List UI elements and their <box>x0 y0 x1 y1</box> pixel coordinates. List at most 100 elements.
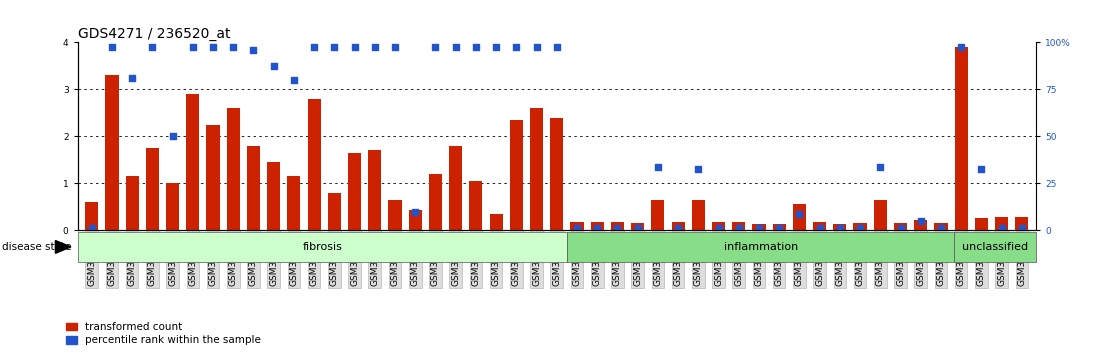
Point <box>225 44 243 50</box>
Bar <box>591 222 604 230</box>
Point <box>709 225 727 230</box>
Point <box>669 225 687 230</box>
Point <box>750 225 768 230</box>
Bar <box>470 181 482 230</box>
Bar <box>186 94 199 230</box>
Bar <box>308 99 320 230</box>
Bar <box>85 202 99 230</box>
Text: inflammation: inflammation <box>724 242 798 252</box>
Bar <box>955 47 967 230</box>
Bar <box>975 218 988 230</box>
Text: GDS4271 / 236520_at: GDS4271 / 236520_at <box>78 28 230 41</box>
Point <box>608 225 626 230</box>
Bar <box>874 200 886 230</box>
Point <box>527 44 545 50</box>
Point <box>103 44 121 50</box>
Point <box>547 44 565 50</box>
Bar <box>551 118 563 230</box>
Bar <box>247 146 260 230</box>
Bar <box>530 108 543 230</box>
Point <box>628 225 646 230</box>
Text: unclassified: unclassified <box>962 242 1028 252</box>
Bar <box>490 214 503 230</box>
Bar <box>813 222 827 230</box>
Bar <box>166 183 179 230</box>
Point <box>811 225 829 230</box>
Bar <box>571 222 584 230</box>
Bar <box>995 217 1008 230</box>
Bar <box>287 176 300 230</box>
Point <box>912 218 930 224</box>
Bar <box>793 204 806 230</box>
Point <box>932 225 950 230</box>
Bar <box>853 223 866 230</box>
Bar <box>389 200 401 230</box>
Point <box>689 166 707 172</box>
Bar <box>632 223 644 230</box>
Bar <box>368 150 381 230</box>
Polygon shape <box>55 241 71 253</box>
Point <box>770 225 788 230</box>
Bar <box>772 224 786 230</box>
Bar <box>611 222 624 230</box>
Point <box>488 44 505 50</box>
Bar <box>934 223 947 230</box>
Point <box>973 166 991 172</box>
Point <box>306 44 324 50</box>
Bar <box>206 125 219 230</box>
Bar <box>914 220 927 230</box>
Point <box>83 225 101 230</box>
Point <box>468 44 485 50</box>
Bar <box>732 222 746 230</box>
Point <box>851 225 869 230</box>
Bar <box>510 120 523 230</box>
Point <box>387 44 404 50</box>
Point <box>952 44 970 50</box>
Bar <box>449 146 462 230</box>
Point <box>144 44 162 50</box>
Point <box>568 225 586 230</box>
Point <box>993 225 1010 230</box>
Point <box>123 75 141 80</box>
Bar <box>691 200 705 230</box>
Point <box>790 211 808 217</box>
Point <box>366 44 383 50</box>
Point <box>1013 225 1030 230</box>
Point <box>507 44 525 50</box>
Bar <box>348 153 361 230</box>
Bar <box>267 162 280 230</box>
Point <box>326 44 343 50</box>
Bar <box>105 75 119 230</box>
Point <box>588 225 606 230</box>
Point <box>265 63 283 69</box>
Text: fibrosis: fibrosis <box>302 242 342 252</box>
Bar <box>752 224 766 230</box>
Legend: transformed count, percentile rank within the sample: transformed count, percentile rank withi… <box>66 322 260 345</box>
Bar <box>125 176 138 230</box>
Bar <box>1015 217 1028 230</box>
Bar <box>894 223 907 230</box>
Point <box>831 225 849 230</box>
Bar <box>429 174 442 230</box>
Bar <box>671 222 685 230</box>
Bar <box>227 108 239 230</box>
Bar <box>712 222 725 230</box>
Point <box>892 225 910 230</box>
Point <box>730 225 748 230</box>
Point <box>447 44 464 50</box>
Point <box>649 164 667 170</box>
Point <box>204 44 222 50</box>
Bar <box>409 210 422 230</box>
Point <box>346 44 363 50</box>
Bar <box>328 193 341 230</box>
Point <box>871 164 889 170</box>
Point <box>184 44 202 50</box>
Point <box>164 133 182 139</box>
Point <box>245 47 263 52</box>
Bar <box>652 200 665 230</box>
Point <box>407 210 424 215</box>
Bar <box>146 148 158 230</box>
Point <box>427 44 444 50</box>
Text: disease state: disease state <box>2 242 72 252</box>
Bar <box>833 224 847 230</box>
